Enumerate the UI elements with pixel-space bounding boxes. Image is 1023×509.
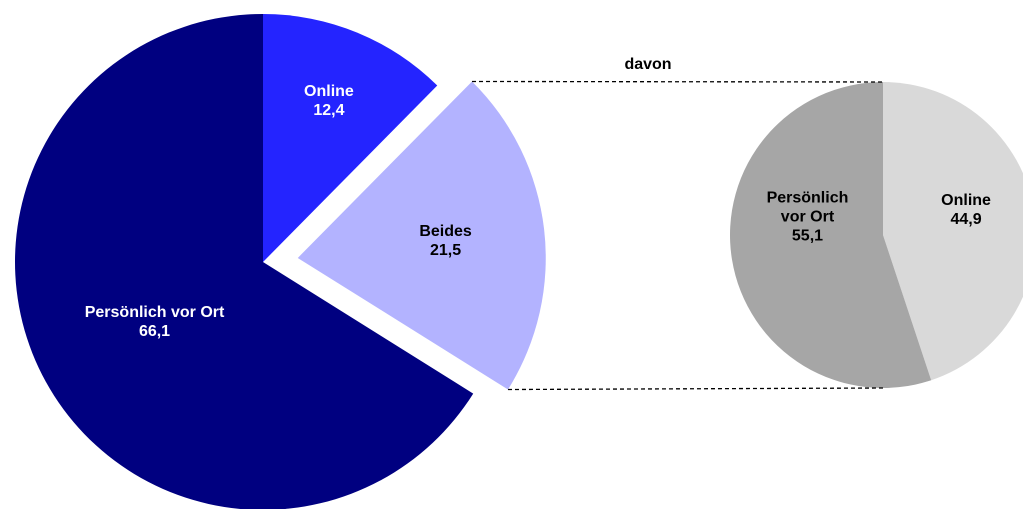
slice-label: Online 12,4 xyxy=(269,82,389,120)
slice-value: 66,1 xyxy=(138,323,171,341)
slice-name: Persönlich vor Ort xyxy=(766,189,849,226)
slice-label: Persönlich vor Ort 66,1 xyxy=(45,303,265,341)
slice-name: Beides xyxy=(419,222,472,240)
pie-slice xyxy=(15,14,474,509)
slice-name: Persönlich vor Ort xyxy=(84,304,225,322)
slice-value: 21,5 xyxy=(429,241,462,259)
slice-label: Beides 21,5 xyxy=(386,222,506,260)
slice-label: Online 44,9 xyxy=(921,191,1011,229)
slice-name: Online xyxy=(304,83,354,101)
slice-value: 12,4 xyxy=(313,102,345,120)
pie-slice xyxy=(263,14,438,262)
slice-value: 44,9 xyxy=(950,210,982,228)
slice-label: Persönlich vor Ort 55,1 xyxy=(757,189,857,246)
pie-slice xyxy=(883,82,1023,381)
connector-line xyxy=(472,80,884,83)
pie-slice xyxy=(729,82,932,389)
slice-name: Online xyxy=(941,191,991,209)
connector-title: davon xyxy=(624,56,672,73)
pie-slice xyxy=(297,81,546,390)
slice-value: 55,1 xyxy=(791,227,824,245)
connector-line xyxy=(507,387,884,391)
